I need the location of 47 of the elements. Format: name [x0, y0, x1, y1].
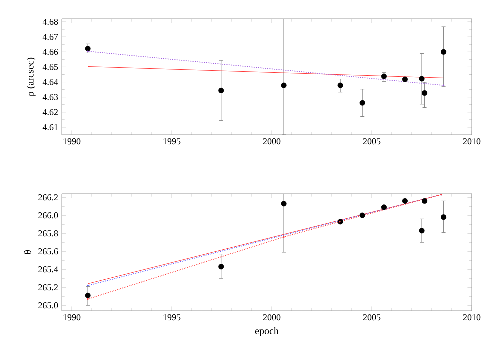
point: [281, 201, 287, 207]
x-tick-label: 2005: [363, 314, 381, 321]
point: [440, 49, 447, 55]
x-tick-label: 2010: [463, 314, 481, 321]
x-tick-label: 1995: [164, 138, 181, 145]
point: [381, 74, 387, 80]
y-tick-label: 266.0: [38, 212, 58, 219]
y-tick-label: 4.61: [42, 124, 58, 130]
point: [419, 76, 425, 82]
y-axis-title: ρ (arcsec): [26, 58, 36, 96]
point: [338, 82, 344, 88]
y-tick-label: 4.66: [42, 49, 58, 56]
point: [402, 198, 408, 204]
point: [422, 198, 428, 204]
point: [338, 219, 344, 225]
y-tick-label: 4.64: [42, 79, 58, 86]
y-tick-label: 265.6: [38, 248, 58, 255]
point: [422, 90, 428, 96]
x-tick-label: 2000: [263, 138, 281, 145]
point: [85, 46, 91, 52]
x-tick-label: 1990: [64, 138, 81, 145]
x-tick-label: 1995: [164, 314, 181, 321]
y-tick-label: 4.62: [42, 109, 58, 116]
x-tick-label: 1990: [64, 314, 81, 321]
point: [419, 228, 425, 234]
x-axis-title: epoch: [255, 327, 279, 337]
x-tick-label: 2010: [463, 138, 481, 145]
point: [218, 88, 224, 94]
point: [440, 214, 447, 220]
y-tick-label: 266.2: [38, 194, 58, 201]
y-tick-label: 4.63: [42, 94, 58, 100]
y-tick-label: 4.67: [42, 34, 58, 40]
y-axis-title: θ: [24, 250, 32, 254]
y-tick-label: 265.8: [38, 230, 58, 237]
point: [281, 82, 287, 88]
y-tick-label: 4.68: [42, 18, 58, 26]
point: [85, 292, 91, 298]
point: [381, 204, 387, 210]
x-tick-label: 2005: [363, 138, 381, 145]
y-tick-label: 265.4: [38, 266, 58, 273]
point: [360, 212, 366, 218]
y-tick-label: 265.2: [38, 284, 58, 291]
x-tick-label: 2000: [263, 314, 281, 321]
point: [360, 100, 366, 106]
y-tick-label: 265.0: [38, 302, 58, 309]
point: [218, 264, 224, 270]
y-tick-label: 4.65: [42, 64, 58, 70]
